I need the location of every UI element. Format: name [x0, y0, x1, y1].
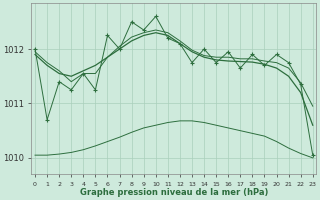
X-axis label: Graphe pression niveau de la mer (hPa): Graphe pression niveau de la mer (hPa)	[80, 188, 268, 197]
